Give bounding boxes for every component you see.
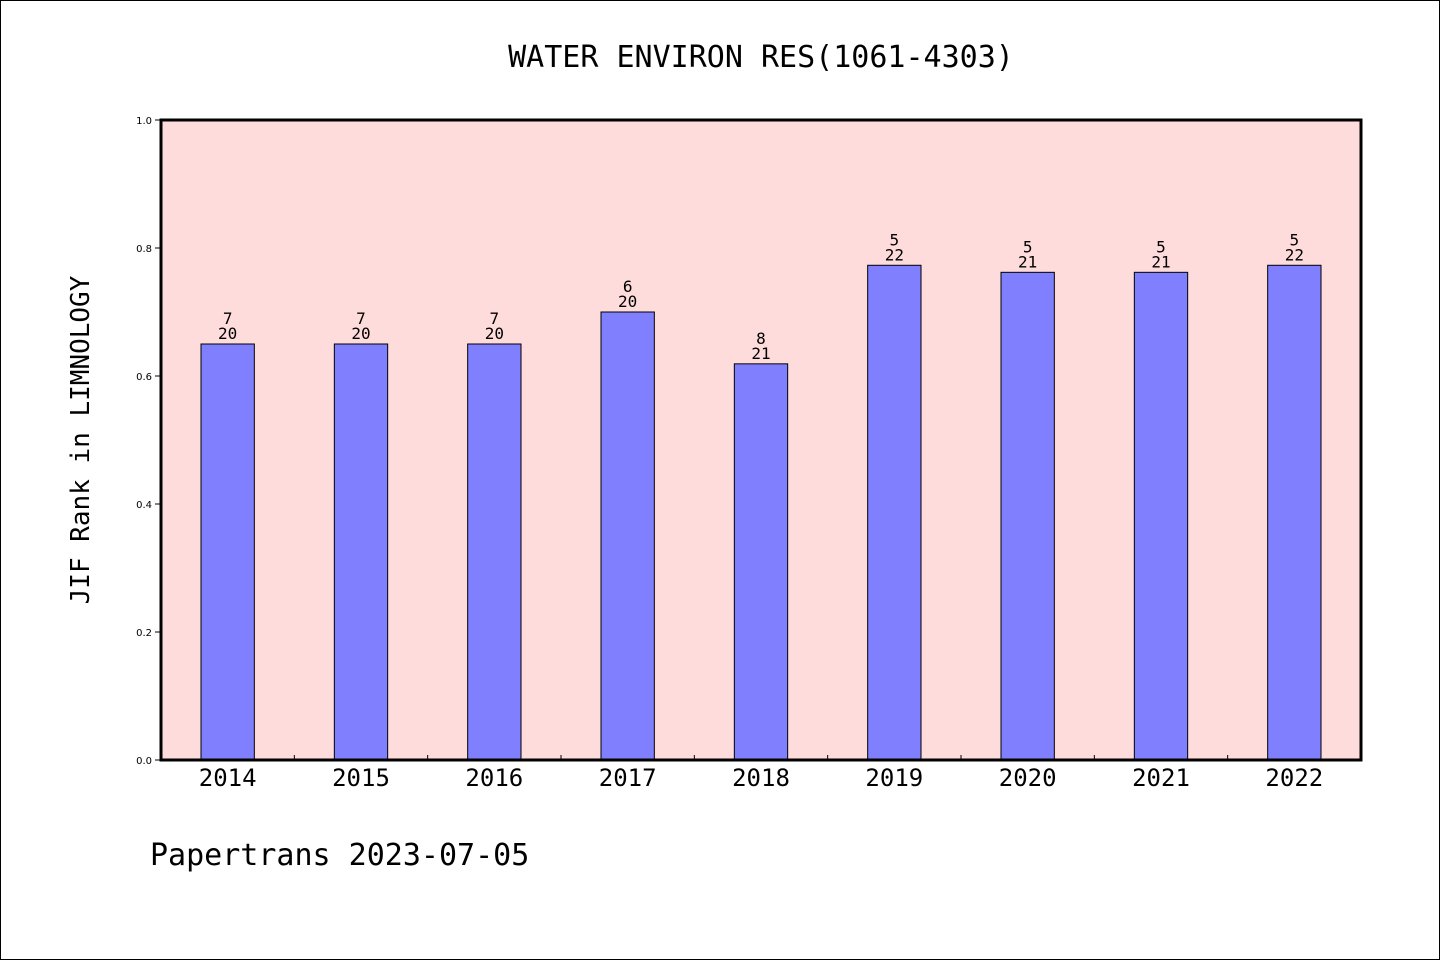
bar-2022 <box>1267 264 1322 761</box>
bar-total-label: 20 <box>618 292 637 311</box>
y-tick-label: 0.6 <box>136 372 152 383</box>
bar-rank-label: 7 <box>490 309 500 328</box>
x-axis-ticks: 2014 2015 2016 2017 2018 2019 2020 2021 2022 <box>199 755 1323 792</box>
bar-2016 <box>467 343 522 761</box>
bar-rank-label: 5 <box>1290 230 1300 249</box>
y-tick-label: 0.4 <box>136 500 152 511</box>
y-tick-label: 0.0 <box>136 756 152 767</box>
bar-total-label: 20 <box>485 324 504 343</box>
x-tick-label: 2015 <box>332 764 390 792</box>
y-tick-label: 1.0 <box>136 116 152 127</box>
y-tick-label: 0.2 <box>136 628 152 639</box>
bar-rank-label: 7 <box>356 309 366 328</box>
bar-rank-label: 5 <box>1023 237 1033 256</box>
bar-total-label: 22 <box>885 245 904 264</box>
x-tick-label: 2017 <box>599 764 657 792</box>
bar-2015 <box>333 343 389 761</box>
y-axis-ticks: 0.0 0.2 0.4 0.6 0.8 1.0 <box>136 116 161 767</box>
x-tick-label: 2019 <box>865 764 923 792</box>
bar-rank-label: 7 <box>223 309 233 328</box>
x-tick-label: 2022 <box>1265 764 1323 792</box>
bar-rank-label: 5 <box>1156 237 1166 256</box>
bar-rank-label: 5 <box>890 230 900 249</box>
bar-2021 <box>1133 271 1189 761</box>
bar-rank-label: 8 <box>756 329 766 348</box>
bar-2018 <box>733 363 789 761</box>
bar-total-label: 21 <box>751 344 770 363</box>
bar-total-label: 20 <box>351 324 370 343</box>
bar-total-label: 21 <box>1018 252 1037 271</box>
bar-rank-label: 6 <box>623 277 633 296</box>
bar-total-label: 22 <box>1285 245 1304 264</box>
footer-credit: Papertrans 2023-07-05 <box>150 838 529 873</box>
bar-2014 <box>200 343 255 761</box>
bar-2017 <box>600 311 655 761</box>
x-tick-label: 2021 <box>1132 764 1190 792</box>
x-tick-label: 2020 <box>999 764 1057 792</box>
x-tick-label: 2018 <box>732 764 790 792</box>
bar-total-label: 20 <box>218 324 237 343</box>
chart-title: WATER ENVIRON RES(1061-4303) <box>508 40 1014 75</box>
bars-layer <box>200 264 1322 761</box>
plot-border <box>159 118 1363 762</box>
bar-total-label: 21 <box>1151 252 1170 271</box>
bar-2020 <box>1000 271 1055 761</box>
y-axis-label: JIF Rank in LIMNOLOGY <box>66 275 96 604</box>
x-tick-label: 2014 <box>199 764 257 792</box>
bar-2019 <box>867 264 922 761</box>
y-tick-label: 0.8 <box>136 244 152 255</box>
x-tick-label: 2016 <box>465 764 523 792</box>
